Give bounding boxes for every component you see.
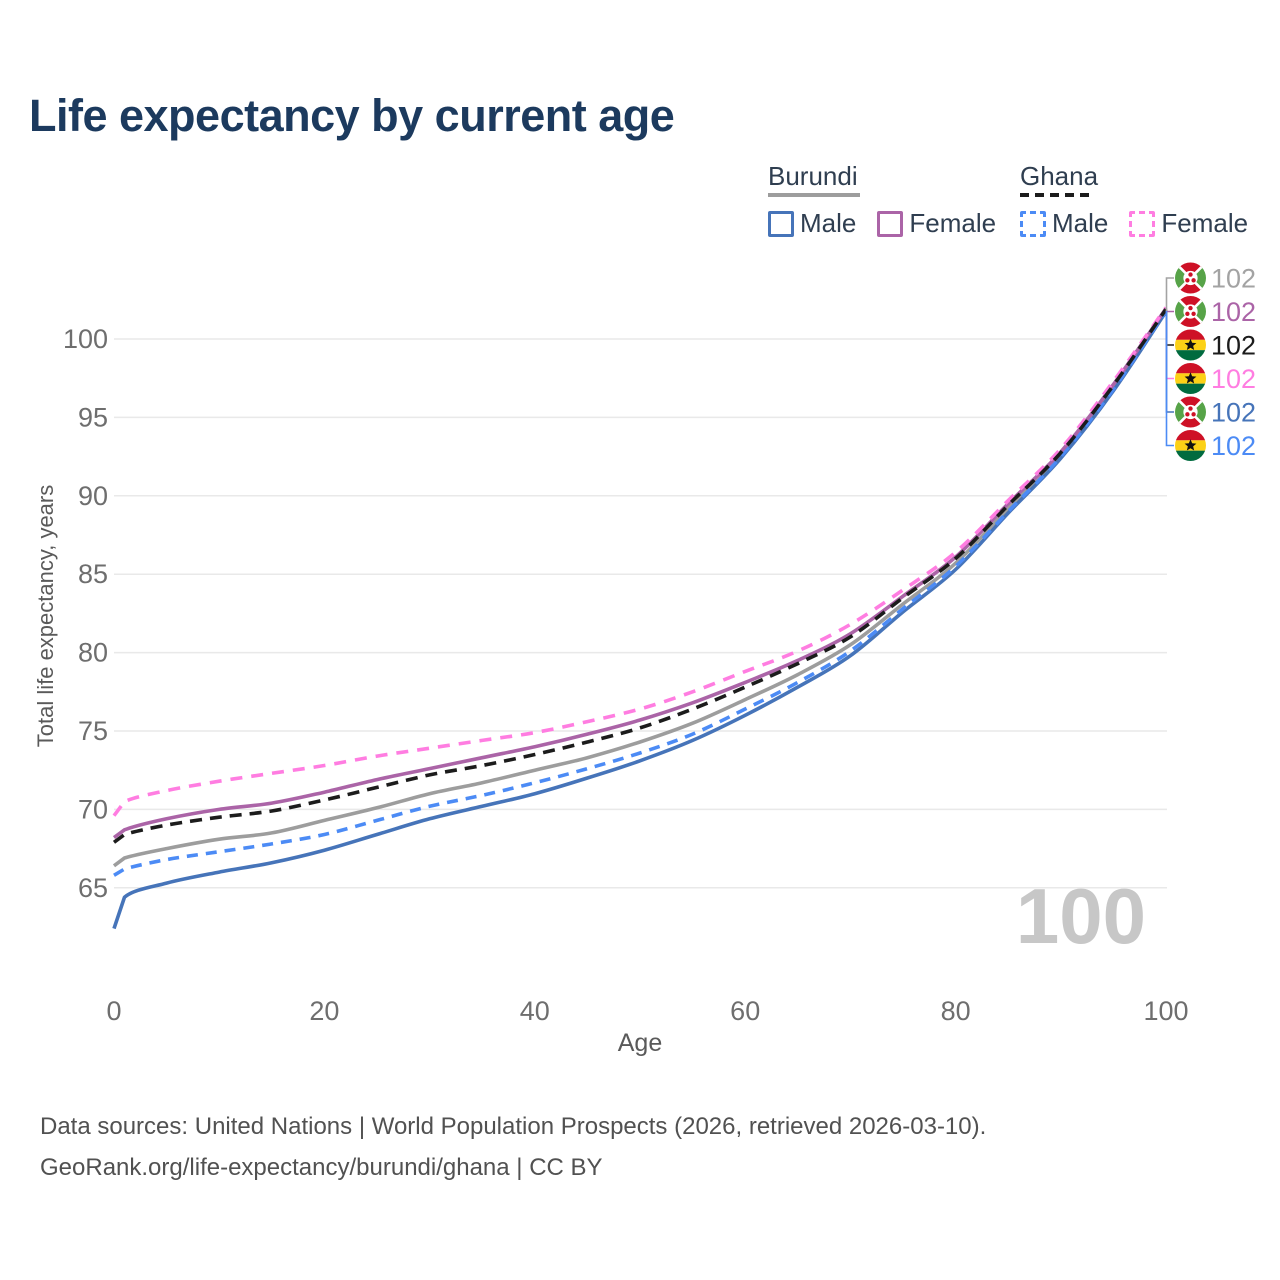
x-axis-title: Age — [618, 1029, 662, 1057]
burundi-flag-icon — [1175, 262, 1206, 294]
series-line-burundi-all[interactable] — [112, 308, 1168, 868]
burundi-star-0 — [1188, 406, 1193, 411]
x-tick-label-80: 80 — [941, 996, 971, 1026]
legend-checkbox-burundi-male[interactable] — [768, 210, 794, 237]
y-tick-label-85: 85 — [78, 559, 108, 589]
burundi-right-green — [1190, 262, 1206, 294]
burundi-star-1 — [1185, 311, 1190, 316]
burundi-flag-art — [1175, 396, 1206, 428]
burundi-bottom-red — [1175, 311, 1206, 327]
legend-label-ghana-female[interactable]: Female — [1161, 208, 1249, 238]
burundi-left-green — [1175, 396, 1191, 428]
footer-data-sources: Data sources: United Nations | World Pop… — [40, 1113, 987, 1140]
end-label-value-4: 102 — [1211, 398, 1256, 428]
ghana-flag-art — [1175, 329, 1206, 361]
y-tick-label-100: 100 — [63, 324, 108, 354]
burundi-top-red — [1175, 396, 1206, 412]
end-label-value-3: 102 — [1211, 364, 1256, 394]
burundi-left-green — [1175, 296, 1191, 327]
burundi-flag-icon — [1175, 296, 1206, 327]
end-label-connector-0 — [1165, 277, 1174, 311]
x-tick-label-0: 0 — [106, 996, 121, 1026]
end-label-connector-4 — [1165, 311, 1174, 413]
ghana-red-band — [1175, 363, 1206, 374]
age-frame-watermark: 100 — [1016, 872, 1146, 960]
y-tick-label-80: 80 — [78, 638, 108, 668]
burundi-star-1 — [1185, 278, 1190, 283]
burundi-right-green — [1190, 296, 1206, 327]
series-line-ghana-male[interactable] — [113, 309, 1168, 877]
end-label-connector-2 — [1165, 311, 1174, 346]
burundi-left-green — [1175, 262, 1191, 294]
y-tick-label-65: 65 — [78, 873, 108, 903]
x-tick-label-100: 100 — [1143, 996, 1188, 1026]
burundi-flag-art — [1175, 262, 1206, 294]
burundi-top-red — [1175, 262, 1206, 278]
end-label-value-1: 102 — [1211, 297, 1256, 327]
legend-label-burundi-male[interactable]: Male — [800, 208, 857, 238]
y-axis-title: Total life expectancy, years — [33, 484, 58, 748]
ghana-green-band — [1175, 350, 1206, 361]
ghana-black-star — [1184, 338, 1197, 351]
legend-checkbox-ghana-male[interactable] — [1020, 210, 1046, 237]
burundi-star-2 — [1191, 412, 1196, 417]
legend-country-ghana[interactable]: Ghana — [1020, 161, 1099, 191]
legend-checkbox-burundi-female[interactable] — [877, 210, 904, 237]
burundi-flag-art — [1175, 296, 1206, 327]
end-label-value-2: 102 — [1211, 331, 1256, 361]
ghana-flag-icon — [1175, 363, 1206, 394]
series-line-ghana-all[interactable] — [112, 308, 1168, 844]
series-line-ghana-female[interactable] — [112, 306, 1168, 817]
y-tick-label-95: 95 — [78, 402, 108, 432]
ghana-flag-icon — [1175, 430, 1206, 461]
burundi-flag-icon — [1175, 396, 1206, 428]
ghana-black-star — [1184, 372, 1197, 384]
burundi-star-0 — [1188, 272, 1193, 277]
ghana-red-band — [1175, 430, 1206, 441]
legend-country-burundi[interactable]: Burundi — [768, 161, 858, 191]
y-tick-label-75: 75 — [78, 716, 108, 746]
burundi-bottom-red — [1175, 412, 1206, 428]
x-tick-label-40: 40 — [520, 996, 550, 1026]
legend-group-ghana: Ghana Male Female — [1020, 162, 1248, 239]
legend-label-burundi-female[interactable]: Female — [909, 208, 997, 238]
ghana-green-band — [1175, 383, 1206, 394]
series-line-burundi-male[interactable] — [112, 310, 1168, 930]
y-tick-label-90: 90 — [78, 481, 108, 511]
series-line-burundi-female[interactable] — [112, 307, 1168, 840]
burundi-bottom-red — [1175, 278, 1206, 294]
page-title: Life expectancy by current age — [29, 90, 675, 141]
ghana-flag-art — [1175, 430, 1206, 461]
end-label-connector-1 — [1165, 310, 1174, 313]
burundi-top-red — [1175, 296, 1206, 312]
end-label-value-0: 102 — [1211, 264, 1256, 294]
burundi-star-2 — [1191, 278, 1196, 283]
ghana-black-star — [1184, 439, 1197, 451]
burundi-star-2 — [1191, 311, 1196, 316]
legend-checkbox-ghana-female[interactable] — [1129, 210, 1156, 237]
legend-swatch-burundi-line — [768, 193, 860, 197]
legend-swatch-ghana-line — [1020, 193, 1094, 197]
footer-attribution: GeoRank.org/life-expectancy/burundi/ghan… — [40, 1154, 603, 1181]
ghana-flag-art — [1175, 363, 1206, 394]
legend-label-ghana-male[interactable]: Male — [1052, 208, 1109, 238]
burundi-right-green — [1190, 396, 1206, 428]
ghana-flag-icon — [1175, 329, 1206, 361]
end-label-value-5: 102 — [1211, 431, 1256, 461]
end-label-connector-5 — [1165, 311, 1174, 447]
ghana-red-band — [1175, 329, 1206, 340]
footer: Data sources: United Nations | World Pop… — [40, 1106, 986, 1188]
y-tick-label-70: 70 — [78, 794, 108, 824]
burundi-star-0 — [1188, 305, 1193, 311]
x-tick-label-60: 60 — [730, 996, 760, 1026]
burundi-star-1 — [1185, 412, 1190, 417]
x-tick-label-20: 20 — [309, 996, 339, 1026]
legend-group-burundi: Burundi Male Female — [768, 162, 996, 239]
ghana-green-band — [1175, 450, 1206, 461]
